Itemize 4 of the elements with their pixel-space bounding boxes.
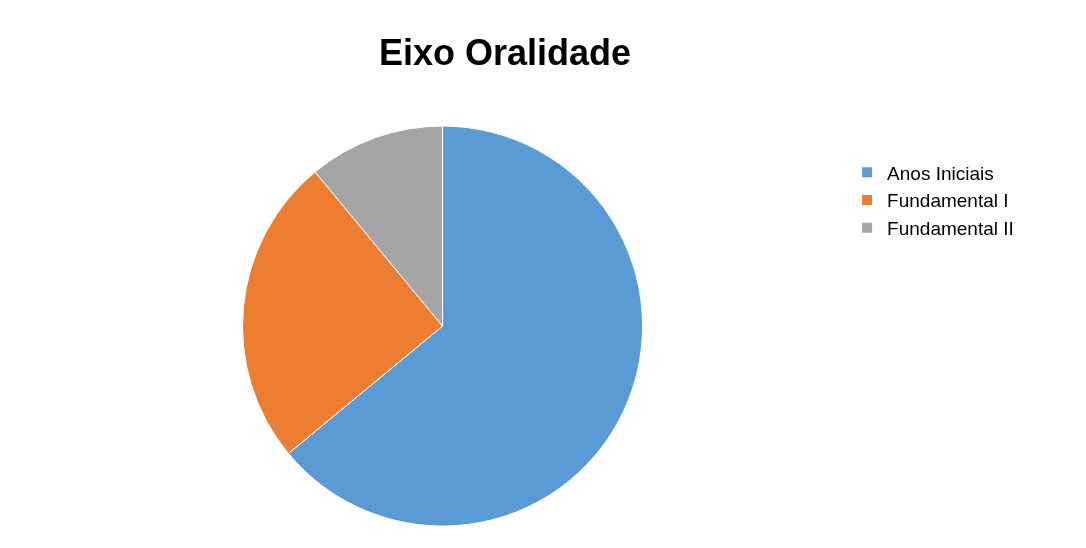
legend-label: Fundamental II — [887, 218, 1014, 240]
legend-label: Anos Iniciais — [887, 162, 994, 184]
chart-title: Eixo Oralidade — [378, 31, 632, 73]
legend-label: Fundamental I — [887, 190, 1009, 212]
